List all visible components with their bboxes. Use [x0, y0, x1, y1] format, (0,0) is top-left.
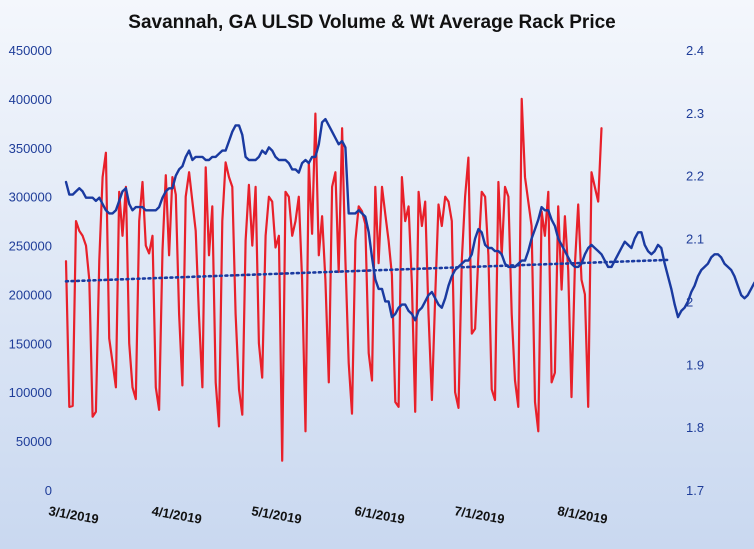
y-left-tick-label: 200000	[9, 287, 52, 302]
chart-title: Savannah, GA ULSD Volume & Wt Average Ra…	[128, 12, 615, 33]
y-right-tick-label: 1.8	[686, 420, 704, 435]
price-series-line	[64, 117, 754, 322]
y-left-tick-label: 0	[45, 483, 52, 498]
y-left-tick-label: 150000	[9, 336, 52, 351]
y-left-tick-label: 400000	[9, 92, 52, 107]
y-right-tick-label: 1.7	[686, 483, 704, 498]
y-right-tick-label: 2.3	[686, 106, 704, 121]
y-left-tick-label: 350000	[9, 141, 52, 156]
y-right-tick-label: 1.9	[686, 357, 704, 372]
y-right-tick-label: 2.1	[686, 232, 704, 247]
y-right-tick-label: 2	[686, 294, 693, 309]
y-right-tick-labels: 1.7 1.8 1.9 2 2.1 2.2 2.3 2.4	[686, 43, 704, 498]
trend-line	[64, 258, 670, 283]
series-layer	[64, 97, 754, 462]
y-left-tick-label: 450000	[9, 43, 52, 58]
y-left-tick-label: 250000	[9, 239, 52, 254]
volume-series-line	[64, 97, 603, 462]
y-left-tick-labels: 0 50000 100000 150000 200000 250000 300000 3500…	[9, 43, 52, 498]
y-right-tick-label: 2.2	[686, 169, 704, 184]
y-left-tick-label: 100000	[9, 385, 52, 400]
y-right-tick-label: 2.4	[686, 43, 704, 58]
y-left-tick-label: 300000	[9, 190, 52, 205]
y-left-tick-label: 50000	[16, 434, 52, 449]
